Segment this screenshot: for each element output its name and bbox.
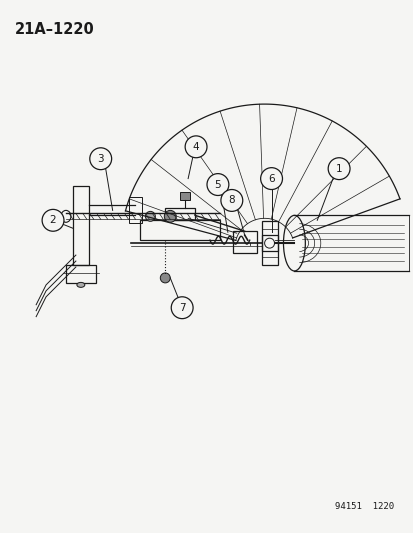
Text: 5: 5 [214, 180, 221, 190]
Text: 1: 1 [335, 164, 342, 174]
Bar [261, 221, 277, 265]
Circle shape [185, 136, 206, 158]
Text: 7: 7 [178, 303, 185, 313]
Text: 2: 2 [50, 215, 56, 225]
Text: 94151  1220: 94151 1220 [334, 502, 393, 511]
Bar [140, 220, 219, 240]
Text: 8: 8 [228, 196, 235, 205]
Circle shape [221, 190, 242, 212]
Text: 4: 4 [192, 142, 199, 152]
Circle shape [160, 273, 170, 283]
Bar [73, 185, 88, 265]
Circle shape [328, 158, 349, 180]
Bar [180, 192, 190, 200]
Circle shape [171, 297, 192, 319]
Circle shape [260, 168, 282, 190]
Circle shape [42, 209, 64, 231]
Text: 3: 3 [97, 154, 104, 164]
Bar [128, 197, 142, 223]
Bar [261, 235, 277, 251]
Text: 6: 6 [268, 174, 274, 183]
Bar [232, 231, 256, 253]
Circle shape [145, 212, 155, 221]
Circle shape [206, 174, 228, 196]
Text: 21A–1220: 21A–1220 [15, 22, 95, 37]
Bar [66, 265, 95, 283]
Circle shape [90, 148, 112, 169]
Bar [165, 208, 195, 220]
Circle shape [164, 211, 176, 222]
Ellipse shape [77, 282, 85, 287]
